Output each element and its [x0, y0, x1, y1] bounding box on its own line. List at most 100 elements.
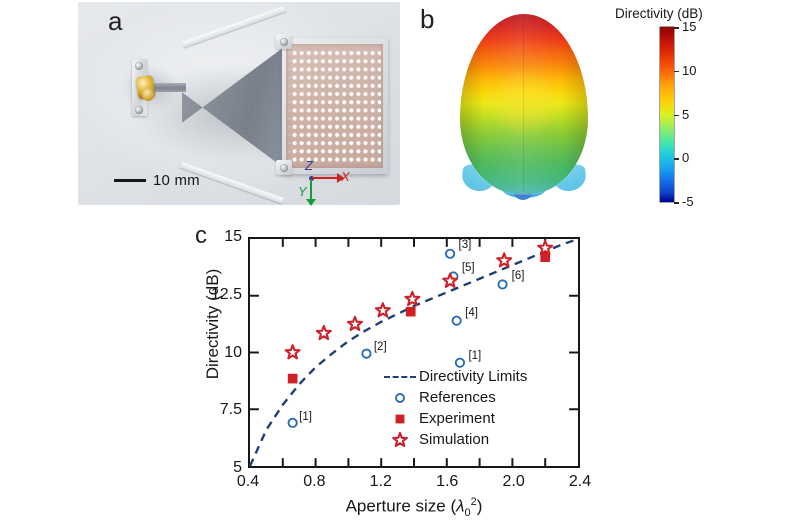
x-axis-tick-label: 2.4: [568, 473, 592, 490]
legend-label: Experiment: [419, 410, 495, 427]
colorbar-tick: [674, 27, 679, 29]
legend-symbol: [381, 431, 419, 449]
x-axis-tick-label: 2.0: [502, 473, 525, 490]
reference-tag: [3]: [458, 239, 472, 251]
legend-label: References: [419, 389, 496, 406]
colorbar-tick: [674, 114, 679, 116]
legend-dashed-line-icon: [384, 375, 416, 378]
scale-bar-line: [114, 179, 146, 182]
reference-marker: [444, 248, 456, 259]
panel-b-label: b: [420, 4, 435, 34]
x-axis-tick-label: 0.8: [303, 473, 326, 490]
simulation-marker: [537, 239, 554, 255]
legend-open-circle-icon: [395, 392, 405, 403]
triad-x-label: X: [341, 169, 350, 184]
legend-symbol: [381, 410, 419, 428]
feed-line: [144, 83, 186, 92]
reference-tag: [1]: [299, 411, 312, 424]
legend-label: Simulation: [419, 431, 490, 448]
y-axis-tick-label: 15: [224, 228, 242, 245]
series-experiment: [287, 252, 551, 384]
screw-icon: [135, 62, 143, 70]
legend-item[interactable]: Experiment: [381, 408, 571, 429]
legend-filled-square-icon: [395, 414, 405, 423]
plot-area: [248, 237, 580, 468]
x-axis-tick-label: 1.6: [436, 473, 459, 490]
directivity-limit-curve: [248, 237, 579, 467]
simulation-marker: [496, 252, 513, 268]
aperture-hole-array: [289, 47, 381, 165]
series-references: [287, 248, 508, 428]
main-lobe-seam: [523, 16, 524, 192]
reference-marker: [361, 348, 372, 359]
reference-tag: [4]: [465, 307, 478, 320]
y-axis-tick-label: 12.5: [210, 285, 242, 303]
simulation-marker: [346, 315, 363, 332]
simulation-marker: [404, 290, 421, 307]
sma-connector-pin: [142, 88, 154, 101]
colorbar-tick-label: 0: [682, 150, 690, 166]
legend-item[interactable]: Directivity Limits: [381, 366, 571, 387]
y-axis-arrow: [310, 179, 312, 201]
legend-symbol-dashed-line: [381, 375, 419, 378]
colorbar-tick-label: 5: [682, 106, 690, 122]
x-axis-arrowhead-icon: [337, 173, 344, 183]
x-axis-tick-label: 1.2: [369, 473, 392, 490]
screw-icon: [280, 164, 288, 172]
series-simulation: [284, 239, 554, 360]
back-lobe: [514, 191, 532, 200]
colorbar-tick: [674, 70, 679, 73]
triad-origin-dot: [309, 176, 314, 181]
reference-marker: [497, 279, 508, 290]
x-axis-title: Aperture size (λ02): [345, 496, 483, 520]
series-directivity-limits: [248, 237, 579, 467]
y-axis-tick-label: 5: [233, 459, 242, 476]
panel-a-label: a: [108, 6, 123, 36]
panel-c-label: c: [195, 222, 207, 249]
colorbar-tick: [674, 202, 679, 204]
triad-z-label: Z: [305, 158, 313, 173]
scale-bar: 10 mm: [114, 172, 200, 189]
reference-tag: [2]: [373, 340, 387, 353]
reference-marker: [287, 417, 298, 428]
screw-icon: [135, 106, 143, 114]
screw-icon: [280, 38, 288, 46]
experiment-marker: [540, 252, 551, 262]
scale-bar-label: 10 mm: [153, 172, 200, 189]
legend-open-star-icon: [392, 431, 408, 447]
coordinate-triad: X Y Z: [298, 158, 352, 206]
x-axis-tick-label: 0.4: [236, 473, 260, 490]
simulation-marker: [392, 431, 408, 447]
panel-c-chart: c Directivity (dB) Aperture size (λ02) 5…: [185, 218, 605, 530]
radiation-lobe-3d: [452, 10, 602, 205]
y-axis-title: Directivity (dB): [203, 268, 222, 380]
experiment-marker: [405, 306, 416, 317]
reference-tag: [6]: [511, 270, 525, 283]
simulation-marker: [315, 324, 332, 341]
plot-svg: [248, 237, 579, 467]
y-axis-arrowhead-icon: [306, 199, 316, 206]
chart-legend: Directivity Limits References Experiment Si…: [381, 366, 571, 450]
legend-symbol: [381, 389, 419, 407]
colorbar-title: Directivity (dB): [615, 6, 703, 21]
simulation-marker: [284, 344, 301, 360]
reference-marker: [454, 357, 466, 368]
simulation-marker: [442, 272, 459, 288]
colorbar-gradient: [660, 27, 674, 202]
x-axis-arrow: [312, 177, 339, 179]
y-axis-tick-label: 7.5: [219, 401, 242, 419]
colorbar-tick-label: 15: [682, 19, 697, 34]
colorbar-tick-label: -5: [682, 194, 694, 209]
y-axis-tick-label: 10: [224, 343, 242, 361]
reference-tag: [5]: [461, 262, 475, 275]
reference-marker: [451, 315, 462, 326]
colorbar-tick-label: 10: [682, 62, 697, 78]
legend-item[interactable]: Simulation: [381, 429, 571, 450]
experiment-marker: [287, 373, 298, 384]
simulation-marker: [374, 302, 391, 318]
triad-y-label: Y: [298, 184, 307, 199]
legend-label: Directivity Limits: [419, 368, 528, 385]
panel-a-photograph: a 10 mm X Y Z: [78, 2, 400, 206]
legend-item[interactable]: References: [381, 387, 571, 408]
reference-tag: [1]: [468, 349, 482, 362]
